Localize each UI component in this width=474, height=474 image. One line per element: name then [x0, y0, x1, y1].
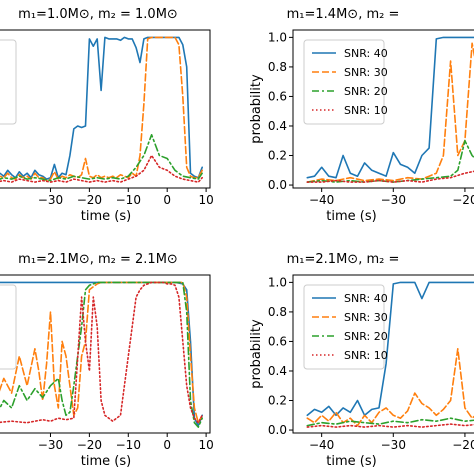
x-axis-label: time (s) — [326, 454, 376, 469]
x-tick-label: 10 — [198, 193, 213, 207]
legend-label: SNR: 20 — [344, 330, 388, 343]
y-tick-label: 0.0 — [268, 178, 287, 192]
series-line-snr-20 — [306, 139, 474, 183]
legend: 40302010 — [0, 39, 17, 125]
legend-label: SNR: 40 — [344, 292, 388, 305]
x-tick-label: −10 — [116, 438, 141, 452]
x-tick-label: −30 — [381, 438, 406, 452]
x-tick-label: −20 — [452, 438, 474, 452]
plot-frame — [0, 29, 211, 189]
series-group — [306, 36, 474, 183]
series-line-snr-40 — [306, 281, 474, 417]
series-line-snr-10 — [306, 423, 474, 428]
y-tick-label: 0.4 — [268, 119, 287, 133]
plot-frame — [292, 274, 474, 434]
y-tick-label: 0.8 — [268, 60, 287, 74]
y-tick-label: 0.6 — [268, 89, 287, 103]
x-tick-label: −20 — [77, 438, 102, 452]
x-axis-label: time (s) — [81, 454, 131, 469]
legend-box — [303, 39, 385, 125]
x-tick-label: −40 — [309, 438, 334, 452]
panel-1: −30 −20 −10 0 10 time (s) m₁=1.0M⊙, m₂ = 1.0M⊙… — [0, 7, 214, 224]
legend: 40302010 — [0, 284, 17, 370]
chart-title: m₁=2.1M⊙, m₂ = 2.1M⊙ — [18, 252, 178, 267]
legend: SNR: 40 SNR: 30 SNR: 20 SNR: 10 — [303, 39, 388, 125]
series-line-snr-20 — [306, 417, 474, 427]
panel-2: −40 −30 −20 0.0 0.2 0.4 0.6 0.8 1.0 time (s) proba… — [249, 7, 474, 224]
x-axis-label: time (s) — [81, 209, 131, 224]
x-tick-label: 0 — [163, 193, 171, 207]
series-line-snr-40 — [306, 36, 474, 179]
panel-3: −30 −20 −10 0 10 time (s) m₁=2.1M⊙, m₂ = 2.1M⊙… — [0, 252, 214, 469]
legend-label: SNR: 10 — [344, 104, 388, 117]
series-line-snr-30 — [306, 347, 474, 427]
x-tick-label: −40 — [309, 193, 334, 207]
x-tick-label: −20 — [452, 193, 474, 207]
series-line-snr-30 — [0, 36, 203, 182]
legend-label: SNR: 30 — [344, 66, 388, 79]
series-group — [0, 281, 203, 428]
series-line-snr-40 — [0, 36, 203, 180]
x-tick-label: 10 — [198, 438, 213, 452]
series-line-snr-20 — [0, 281, 203, 428]
chart-title: m₁=2.1M⊙, m₂ = — [287, 252, 400, 267]
y-tick-label: 0.4 — [268, 364, 287, 378]
x-tick-label: −10 — [116, 193, 141, 207]
legend-box — [0, 39, 17, 125]
chart-title: m₁=1.0M⊙, m₂ = 1.0M⊙ — [18, 7, 178, 22]
y-tick-label: 0.6 — [268, 334, 287, 348]
series-line-snr-30 — [306, 42, 474, 183]
legend-label: SNR: 30 — [344, 311, 388, 324]
y-axis-label: probability — [249, 319, 264, 389]
y-tick-label: 0.2 — [268, 394, 287, 408]
x-tick-label: 0 — [163, 438, 171, 452]
chart-title: m₁=1.4M⊙, m₂ = — [287, 7, 400, 22]
series-line-snr-10 — [0, 154, 203, 183]
y-tick-label: 0.2 — [268, 149, 287, 163]
series-line-snr-10 — [306, 170, 474, 183]
y-tick-label: 1.0 — [268, 275, 287, 289]
plot-frame — [0, 274, 211, 434]
legend-label: SNR: 40 — [344, 47, 388, 60]
legend-label: SNR: 20 — [344, 85, 388, 98]
series-line-snr-20 — [0, 134, 203, 182]
x-tick-label: −30 — [38, 438, 63, 452]
y-tick-label: 0.8 — [268, 305, 287, 319]
x-tick-label: −30 — [381, 193, 406, 207]
legend-box — [303, 284, 385, 370]
x-tick-label: −20 — [77, 193, 102, 207]
panel-4: −40 −30 −20 0.0 0.2 0.4 0.6 0.8 1.0 time (s) proba… — [249, 252, 474, 469]
series-group — [0, 36, 203, 183]
x-axis-label: time (s) — [326, 209, 376, 224]
legend: SNR: 40 SNR: 30 SNR: 20 SNR: 10 — [303, 284, 388, 370]
plot-frame — [292, 29, 474, 189]
series-line-snr-10 — [0, 281, 203, 424]
series-line-snr-40 — [0, 281, 203, 427]
y-tick-label: 0.0 — [268, 423, 287, 437]
series-group — [306, 281, 474, 428]
legend-box — [0, 284, 17, 370]
legend-label: SNR: 10 — [344, 349, 388, 362]
y-tick-label: 1.0 — [268, 30, 287, 44]
x-tick-label: −30 — [38, 193, 63, 207]
y-axis-label: probability — [249, 74, 264, 144]
